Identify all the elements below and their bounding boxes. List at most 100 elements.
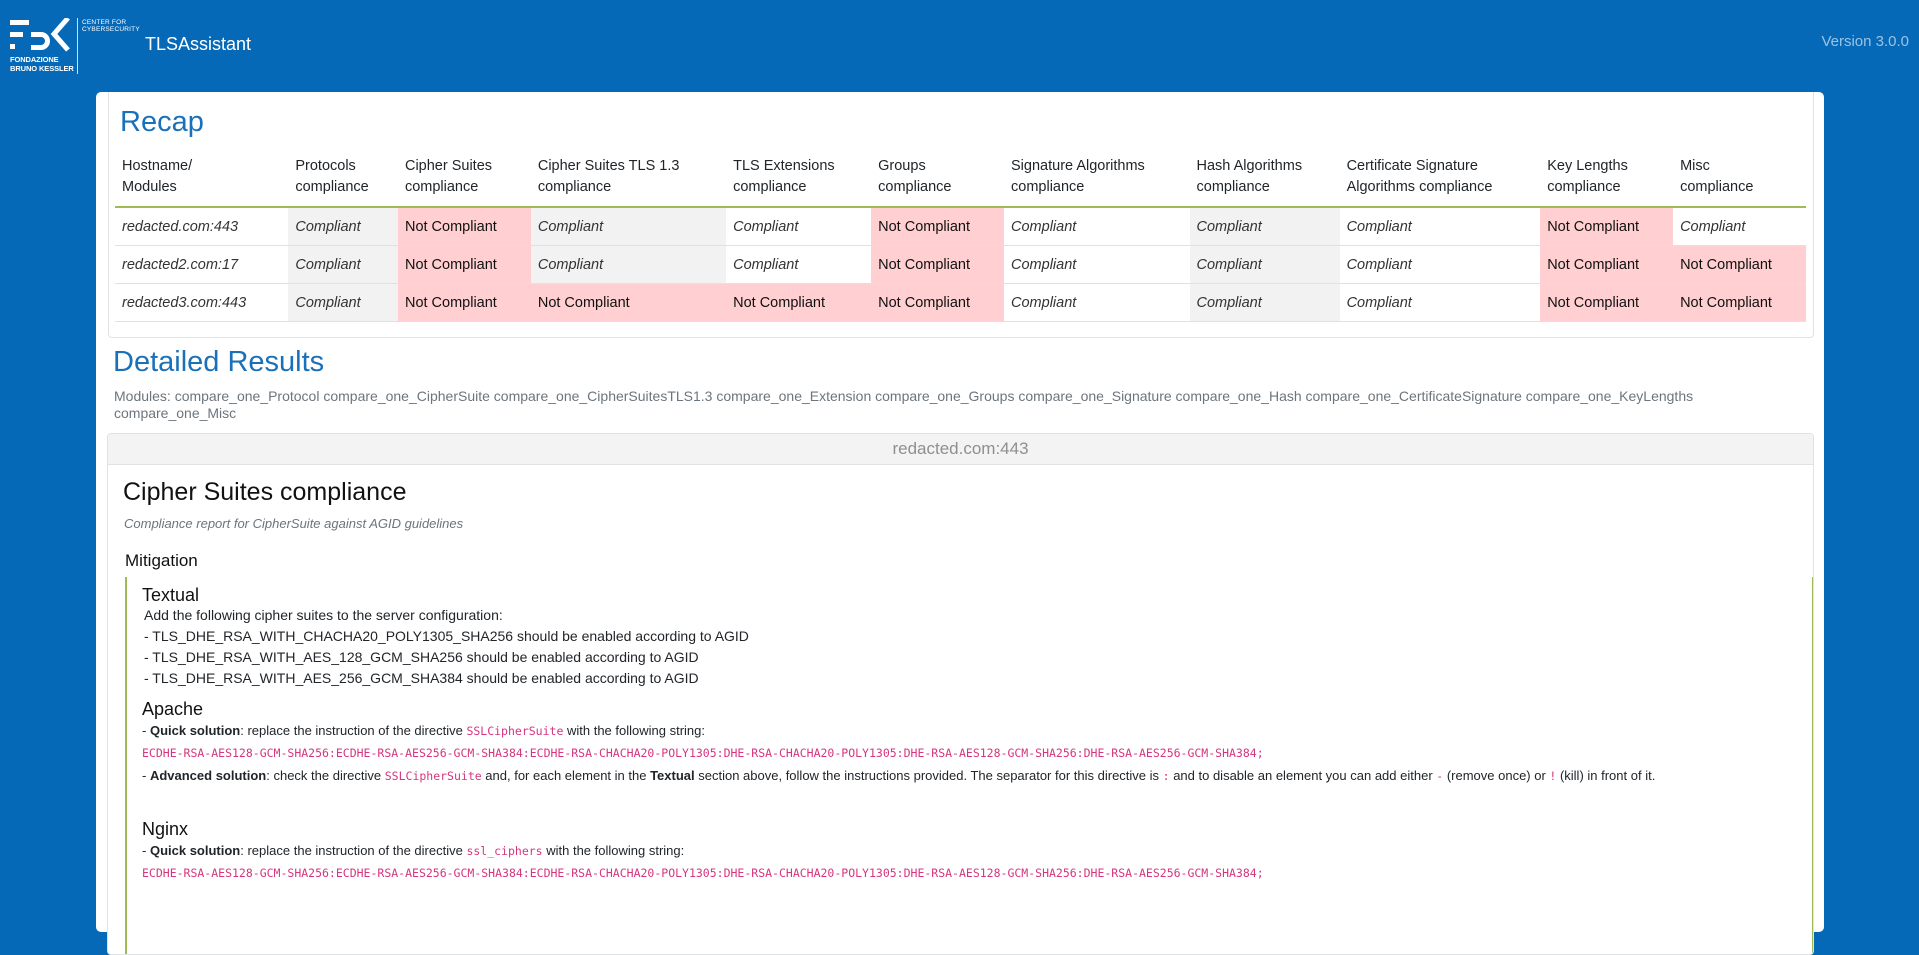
status-compliant: Compliant [1004, 245, 1190, 284]
adv-text: and, for each element in the [481, 768, 651, 783]
logo-center-text: CENTER FOR CYBERSECURITY [82, 19, 140, 33]
recap-column-header: Groups compliance [871, 152, 1005, 208]
status-compliant: Compliant [288, 245, 398, 284]
adv-text: and to disable an element you can add ei… [1169, 768, 1437, 783]
nginx-cipher-string: ECDHE-RSA-AES128-GCM-SHA256:ECDHE-RSA-AE… [142, 866, 1264, 880]
top-bar: CENTER FOR CYBERSECURITY FONDAZIONE BRUNO … [0, 0, 1919, 92]
recap-row: redacted3.com:443 Compliant Not Compliant N… [115, 283, 1806, 322]
quick-solution-label: Quick solution [149, 843, 241, 858]
advanced-solution-label: Advanced solution [149, 768, 267, 783]
apache-directive: SSLCipherSuite [466, 724, 564, 738]
app-title: TLSAssistant [145, 34, 252, 54]
status-not-compliant: Not Compliant [1673, 245, 1806, 284]
status-compliant: Compliant [1189, 245, 1340, 284]
quick-solution-suffix: with the following string: [542, 843, 685, 858]
status-compliant: Compliant [288, 207, 398, 246]
quick-solution-text: : replace the instruction of the directi… [240, 723, 467, 738]
recap-column-header: Key Lengths compliance [1540, 152, 1674, 208]
status-compliant: Compliant [1339, 245, 1541, 284]
kill-code: ! [1549, 769, 1557, 783]
recap-column-header: Hash Algorithms compliance [1189, 152, 1340, 208]
status-not-compliant: Not Compliant [871, 283, 1005, 322]
textual-title: Textual [142, 585, 200, 605]
host-header[interactable]: redacted.com:443 [108, 434, 1813, 465]
recap-column-header: TLS Extensions compliance [726, 152, 872, 208]
status-compliant: Compliant [1673, 207, 1806, 246]
status-not-compliant: Not Compliant [1540, 207, 1674, 246]
status-compliant: Compliant [1339, 283, 1541, 322]
adv-text: (kill) in front of it. [1556, 768, 1656, 783]
logo-divider [77, 18, 78, 74]
main-panel: Recap Hostname/ Modules Protocols complia… [96, 92, 1824, 955]
prefix: - [142, 768, 150, 783]
adv-text: (remove once) or [1443, 768, 1550, 783]
quick-solution-label: Quick solution [149, 723, 241, 738]
prefix: - [142, 843, 150, 858]
quick-solution-suffix: with the following string: [563, 723, 705, 738]
recap-hostname: redacted2.com:17 [115, 245, 289, 284]
apache-cipher-string: ECDHE-RSA-AES128-GCM-SHA256:ECDHE-RSA-AE… [142, 746, 1264, 760]
recap-card: Recap Hostname/ Modules Protocols complia… [108, 92, 1814, 338]
status-compliant: Compliant [1339, 207, 1541, 246]
apache-title: Apache [142, 699, 204, 719]
fbk-logo: CENTER FOR CYBERSECURITY FONDAZIONE BRUNO … [10, 18, 140, 78]
status-not-compliant: Not Compliant [1540, 283, 1674, 322]
recap-row: redacted2.com:17 Compliant Not Compliant Co… [115, 245, 1806, 284]
remove-once-code: - [1436, 769, 1444, 783]
recap-hostname: redacted.com:443 [115, 207, 289, 246]
recap-title: Recap [120, 106, 204, 138]
status-compliant: Compliant [530, 245, 727, 284]
adv-text: section above, follow the instructions p… [694, 768, 1163, 783]
quick-solution-text: : replace the instruction of the directi… [240, 843, 467, 858]
detailed-results-title: Detailed Results [113, 346, 325, 378]
section-title: Cipher Suites compliance [123, 478, 407, 506]
recap-column-header: Misc compliance [1673, 152, 1806, 208]
recap-column-header: Cipher Suites compliance [397, 152, 531, 208]
status-compliant: Compliant [1189, 207, 1340, 246]
textual-line: Add the following cipher suites to the s… [144, 607, 503, 623]
status-not-compliant: Not Compliant [1673, 283, 1806, 322]
textual-line: - TLS_DHE_RSA_WITH_CHACHA20_POLY1305_SHA… [144, 628, 749, 644]
host-result-card: redacted.com:443 Cipher Suites complianc… [107, 433, 1814, 955]
status-not-compliant: Not Compliant [871, 245, 1005, 284]
modules-list: Modules: compare_one_Protocol compare_on… [114, 388, 1694, 421]
status-not-compliant: Not Compliant [726, 283, 872, 322]
recap-column-header: Certificate Signature Algorithms complia… [1339, 152, 1541, 208]
textual-line: - TLS_DHE_RSA_WITH_AES_128_GCM_SHA256 sh… [144, 649, 699, 665]
recap-column-header: Cipher Suites TLS 1.3 compliance [530, 152, 727, 208]
section-subtitle: Compliance report for CipherSuite agains… [124, 516, 464, 531]
status-not-compliant: Not Compliant [1540, 245, 1674, 284]
textual-body: Add the following cipher suites to the s… [144, 605, 749, 689]
status-compliant: Compliant [288, 283, 398, 322]
nginx-quick-solution: - Quick solution: replace the instructio… [142, 843, 684, 858]
nginx-directive: ssl_ciphers [466, 844, 543, 858]
recap-column-header: Signature Algorithms compliance [1004, 152, 1190, 208]
recap-table: Hostname/ Modules Protocols compliance Cip… [115, 152, 1806, 322]
mitigation-title: Mitigation [125, 551, 198, 570]
status-not-compliant: Not Compliant [397, 245, 531, 284]
recap-column-header: Hostname/ Modules [115, 152, 289, 208]
prefix: - [142, 723, 150, 738]
status-not-compliant: Not Compliant [397, 283, 531, 322]
status-compliant: Compliant [726, 245, 872, 284]
recap-body: redacted.com:443 Compliant Not Compliant Co… [115, 207, 1806, 322]
textual-line: - TLS_DHE_RSA_WITH_AES_256_GCM_SHA384 sh… [144, 670, 699, 686]
status-not-compliant: Not Compliant [871, 207, 1005, 246]
recap-hostname: redacted3.com:443 [115, 283, 289, 322]
separator-code: : [1162, 769, 1170, 783]
status-not-compliant: Not Compliant [397, 207, 531, 246]
version-label: Version 3.0.0 [1821, 33, 1909, 50]
status-not-compliant: Not Compliant [530, 283, 727, 322]
fbk-logo-mark-icon [10, 18, 70, 52]
status-compliant: Compliant [1004, 283, 1190, 322]
status-compliant: Compliant [726, 207, 872, 246]
nginx-title: Nginx [142, 819, 189, 839]
apache-directive: SSLCipherSuite [384, 769, 482, 783]
status-compliant: Compliant [530, 207, 727, 246]
recap-row: redacted.com:443 Compliant Not Compliant Co… [115, 207, 1806, 246]
logo-org-text: FONDAZIONE BRUNO KESSLER [10, 55, 74, 73]
recap-header-row: Hostname/ Modules Protocols compliance Cip… [115, 152, 1806, 208]
apache-advanced-solution: - Advanced solution: check the directive… [142, 768, 1655, 783]
mitigation-box: Textual Add the following cipher suites … [125, 577, 1813, 954]
adv-textual-ref: Textual [650, 768, 695, 783]
